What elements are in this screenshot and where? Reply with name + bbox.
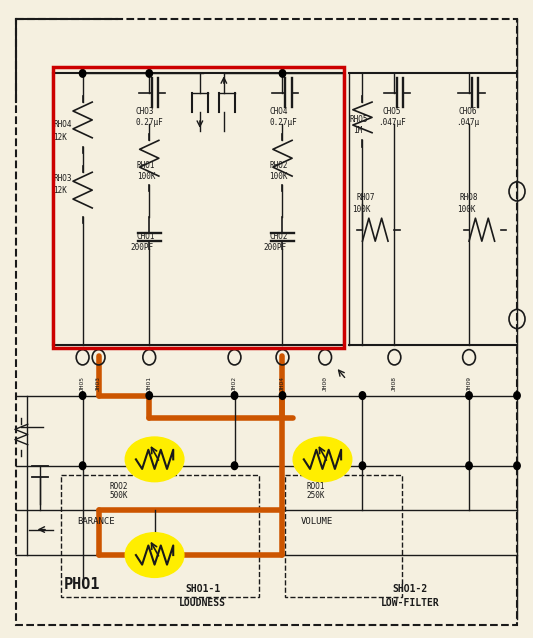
- Circle shape: [79, 70, 86, 77]
- Text: RHO2: RHO2: [269, 161, 288, 170]
- Text: VOLUME: VOLUME: [301, 517, 334, 526]
- Text: 1M: 1M: [353, 126, 362, 135]
- Circle shape: [359, 392, 366, 399]
- Text: LOW-FILTER: LOW-FILTER: [381, 598, 440, 609]
- Text: CHO5: CHO5: [383, 107, 401, 116]
- Text: .047μF: .047μF: [378, 118, 406, 127]
- Circle shape: [79, 392, 86, 399]
- Circle shape: [359, 462, 366, 470]
- Text: 12K: 12K: [53, 133, 67, 142]
- Text: JHO0: JHO0: [322, 376, 328, 392]
- Text: CHO3: CHO3: [136, 107, 155, 116]
- Circle shape: [146, 392, 152, 399]
- Text: RHO8: RHO8: [459, 193, 478, 202]
- Text: RHO1: RHO1: [137, 161, 156, 170]
- Text: JHO5: JHO5: [80, 376, 85, 392]
- Text: JHO9: JHO9: [466, 376, 472, 392]
- Text: 100K: 100K: [352, 205, 370, 214]
- Text: PHO1: PHO1: [64, 577, 100, 593]
- Text: 250K: 250K: [306, 491, 325, 500]
- Text: JHO2: JHO2: [232, 376, 237, 392]
- Text: CHO6: CHO6: [458, 107, 477, 116]
- Text: JHO1: JHO1: [147, 376, 152, 392]
- Text: BARANCE: BARANCE: [77, 517, 115, 526]
- Text: RHO7: RHO7: [356, 193, 375, 202]
- Text: 100K: 100K: [137, 172, 156, 181]
- Circle shape: [279, 392, 286, 399]
- Text: RHO4: RHO4: [53, 120, 72, 129]
- Text: 0.27μF: 0.27μF: [136, 118, 164, 127]
- Ellipse shape: [125, 533, 184, 577]
- Text: JHO3: JHO3: [96, 376, 101, 392]
- Circle shape: [279, 70, 286, 77]
- Text: ROO2: ROO2: [109, 482, 128, 491]
- Circle shape: [466, 392, 472, 399]
- Text: 100K: 100K: [457, 205, 476, 214]
- Text: 500K: 500K: [109, 491, 128, 500]
- Text: 12K: 12K: [53, 186, 67, 195]
- Text: SHO1-1: SHO1-1: [185, 584, 220, 594]
- Circle shape: [231, 392, 238, 399]
- Circle shape: [514, 392, 520, 399]
- Text: RHO5: RHO5: [349, 115, 368, 124]
- Circle shape: [231, 462, 238, 470]
- Text: 200PF: 200PF: [264, 243, 287, 252]
- Text: RHO3: RHO3: [53, 174, 72, 183]
- Text: CHO4: CHO4: [269, 107, 288, 116]
- Text: CHO1: CHO1: [137, 232, 156, 241]
- Text: CHO2: CHO2: [269, 232, 288, 241]
- Circle shape: [466, 462, 472, 470]
- Circle shape: [146, 70, 152, 77]
- Circle shape: [514, 462, 520, 470]
- Ellipse shape: [293, 437, 352, 482]
- Text: JHO4: JHO4: [280, 376, 285, 392]
- Text: ROO1: ROO1: [306, 482, 325, 491]
- Text: 0.27μF: 0.27μF: [269, 118, 297, 127]
- Text: JHO8: JHO8: [392, 376, 397, 392]
- Text: LOUDNESS: LOUDNESS: [179, 598, 226, 609]
- Text: .047μ: .047μ: [456, 118, 479, 127]
- Text: 200PF: 200PF: [131, 243, 154, 252]
- Text: SHO1-2: SHO1-2: [393, 584, 428, 594]
- Circle shape: [79, 462, 86, 470]
- Text: 100K: 100K: [269, 172, 288, 181]
- Ellipse shape: [125, 437, 184, 482]
